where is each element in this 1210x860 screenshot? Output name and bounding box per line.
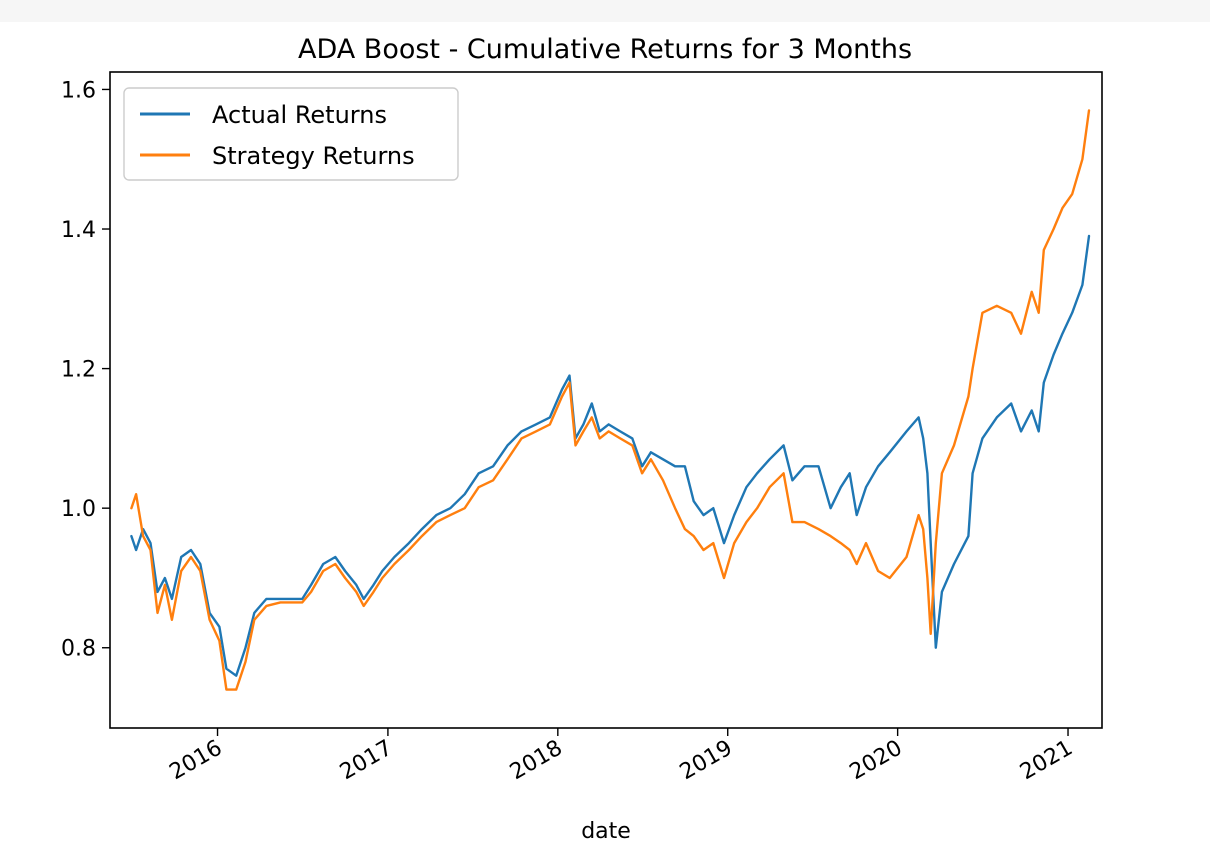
x-tick-label: 2020 bbox=[846, 736, 907, 786]
legend-box bbox=[123, 87, 459, 181]
series-line-actual-returns bbox=[130, 234, 1091, 677]
legend-label-actual-returns: Actual Returns bbox=[212, 101, 387, 129]
y-tick-label: 1.6 bbox=[61, 78, 96, 103]
legend-label-strategy-returns: Strategy Returns bbox=[212, 142, 415, 170]
chart-title: ADA Boost - Cumulative Returns for 3 Mon… bbox=[298, 34, 912, 65]
y-tick-label: 0.8 bbox=[61, 637, 96, 662]
y-tick-label: 1.0 bbox=[61, 497, 96, 522]
series-layer bbox=[130, 109, 1091, 691]
x-tick-label: 2021 bbox=[1016, 736, 1077, 786]
x-axis: 2016 2017 2018 2019 2020 2021 bbox=[166, 728, 1077, 785]
series-line-strategy-returns bbox=[130, 109, 1091, 691]
x-tick-label: 2016 bbox=[166, 736, 227, 786]
x-tick-label: 2019 bbox=[676, 736, 737, 786]
y-tick-label: 1.4 bbox=[61, 218, 96, 243]
window-top-strip bbox=[0, 0, 1210, 22]
x-axis-title: date bbox=[581, 819, 631, 844]
plot-area-frame bbox=[109, 71, 1103, 729]
legend: Actual Returns Strategy Returns bbox=[123, 87, 459, 181]
y-tick-label: 1.2 bbox=[61, 358, 96, 383]
x-tick-label: 2017 bbox=[336, 736, 397, 786]
x-tick-label: 2018 bbox=[506, 736, 567, 786]
y-axis: 0.8 1.0 1.2 1.4 1.6 bbox=[61, 78, 110, 662]
